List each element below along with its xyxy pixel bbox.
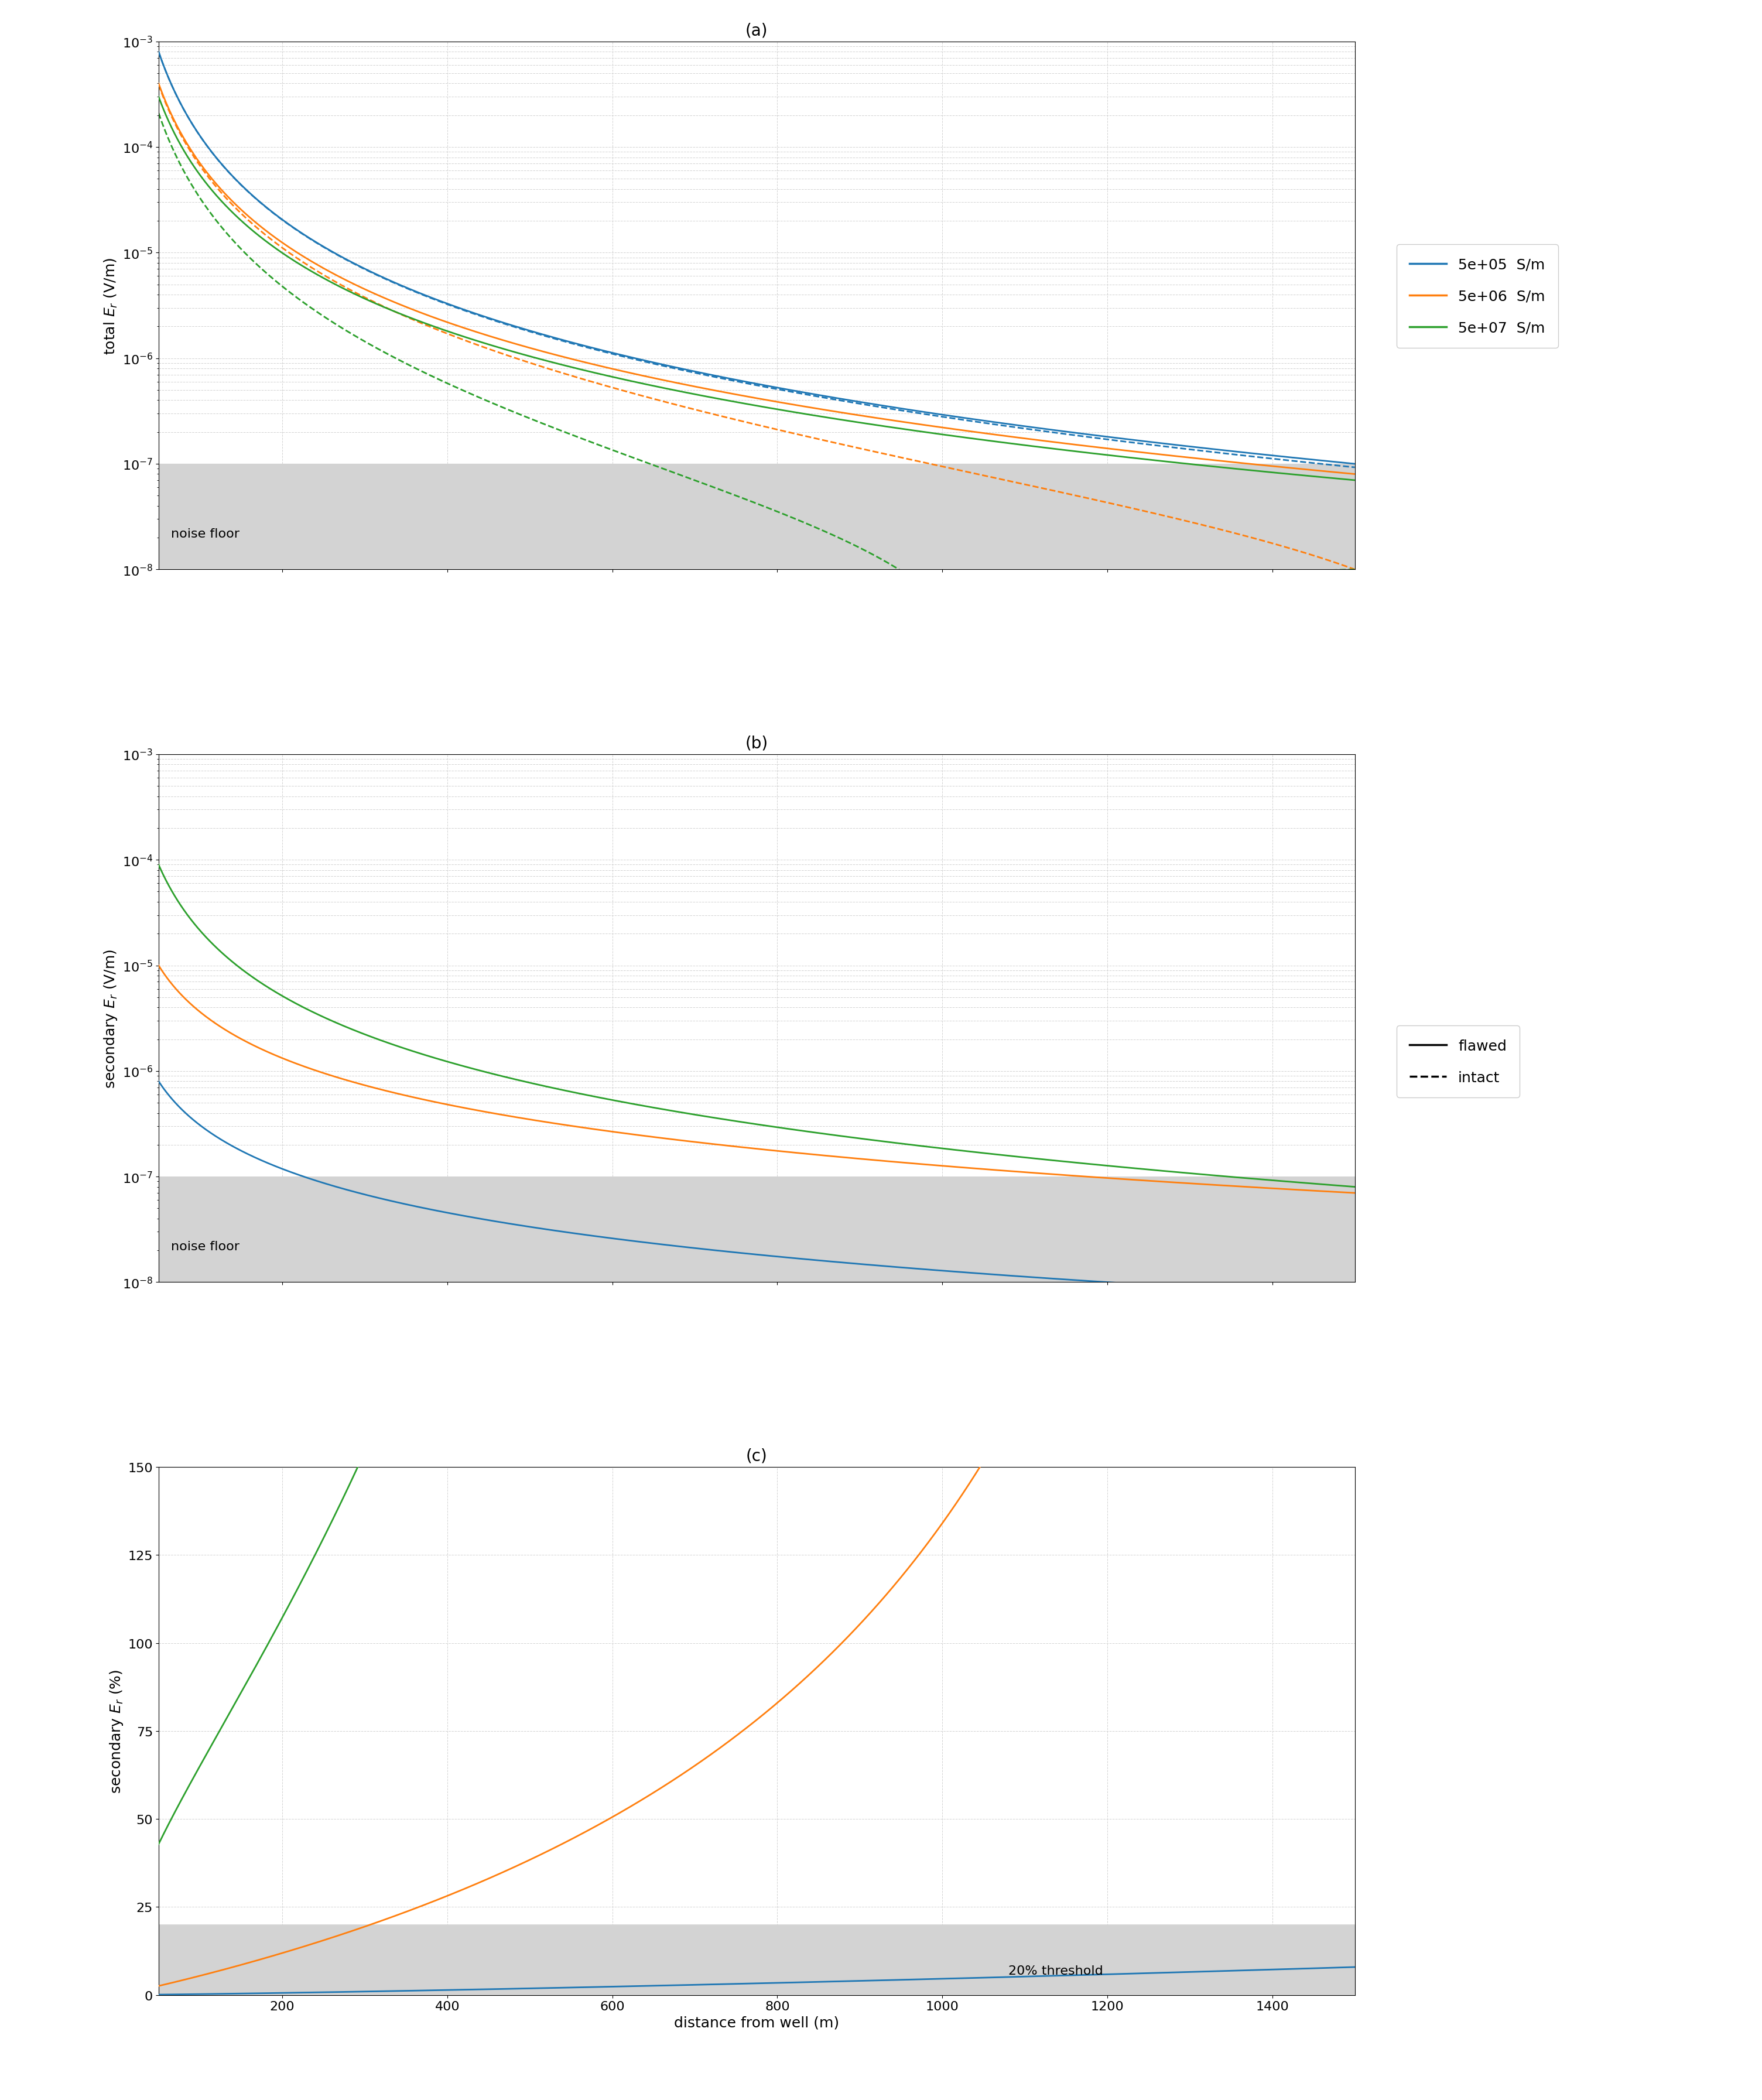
Text: 20% threshold: 20% threshold: [1008, 1964, 1103, 1976]
X-axis label: distance from well (m): distance from well (m): [675, 2016, 839, 2031]
Text: noise floor: noise floor: [171, 527, 240, 540]
Title: (c): (c): [745, 1447, 768, 1464]
Text: noise floor: noise floor: [171, 1241, 240, 1252]
Title: (b): (b): [745, 735, 768, 752]
Legend: flawed, intact: flawed, intact: [1397, 1025, 1521, 1098]
Y-axis label: total $E_r$ (V/m): total $E_r$ (V/m): [102, 258, 118, 355]
Title: (a): (a): [745, 23, 768, 40]
Y-axis label: secondary $E_r$ (%): secondary $E_r$ (%): [107, 1670, 125, 1793]
Y-axis label: secondary $E_r$ (V/m): secondary $E_r$ (V/m): [102, 949, 118, 1088]
